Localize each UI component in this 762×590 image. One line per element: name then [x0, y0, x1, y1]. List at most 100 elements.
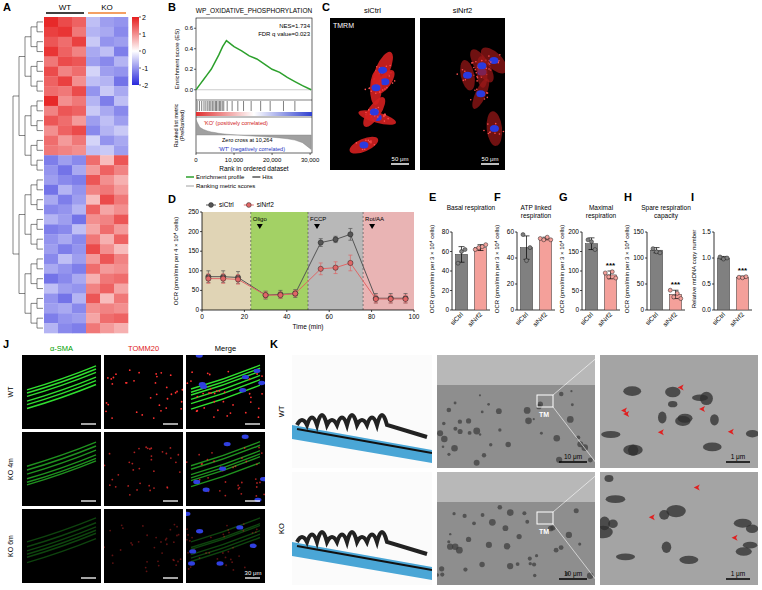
- dot: [146, 534, 148, 536]
- tick-label: 50: [637, 280, 645, 287]
- granule: [468, 431, 472, 435]
- fiber: [27, 381, 96, 405]
- dot: [230, 559, 232, 561]
- dot: [252, 532, 254, 534]
- tick: [286, 310, 287, 312]
- granule: [532, 562, 536, 566]
- granule: [507, 509, 514, 516]
- divider: [196, 117, 312, 118]
- tick: [196, 153, 197, 155]
- heat-cell: [72, 175, 86, 185]
- series-line: [208, 234, 405, 298]
- heat-cell: [72, 185, 86, 195]
- axis-title: OCR (pmol/min per 3 × 10⁴ cells): [494, 225, 500, 313]
- dot: [166, 486, 168, 488]
- point: [672, 295, 676, 299]
- point: [521, 233, 525, 237]
- dot: [126, 382, 128, 384]
- pigment: [297, 415, 427, 437]
- heat-cell: [114, 57, 128, 67]
- image-bg: [420, 18, 505, 170]
- legend-label: siNrf2: [257, 201, 274, 208]
- dot: [243, 530, 245, 532]
- cell: [485, 111, 504, 147]
- image-bg: [600, 355, 758, 468]
- nucleus: [250, 544, 257, 548]
- tick-label: 30,000: [301, 157, 320, 163]
- dot: [125, 382, 127, 384]
- heat-cell: [58, 264, 72, 274]
- granule: [489, 519, 496, 526]
- panel-letter: J: [3, 338, 9, 350]
- dot: [155, 382, 157, 384]
- dot: [190, 380, 192, 382]
- axis: [517, 232, 518, 310]
- heat-cell: [58, 136, 72, 146]
- annotation: 'WT' (negatively correlated): [218, 146, 285, 152]
- tick: [515, 284, 517, 285]
- phase-region: [202, 212, 251, 310]
- dot: [180, 558, 182, 560]
- dendrogram: [25, 195, 31, 235]
- hit: [294, 101, 295, 111]
- heat-cell: [72, 66, 86, 76]
- dot: [115, 486, 117, 488]
- heat-cell: [114, 323, 128, 333]
- dot: [209, 374, 211, 376]
- dot: [166, 387, 168, 389]
- heat-cell: [100, 244, 114, 254]
- mito: [499, 54, 501, 56]
- granule: [456, 547, 463, 554]
- axis: [202, 212, 203, 310]
- error-bar: [264, 292, 268, 298]
- fiber: [191, 525, 260, 549]
- tick: [645, 284, 647, 285]
- dot: [219, 390, 221, 392]
- dot: [138, 448, 140, 450]
- dendrogram: [37, 219, 43, 229]
- legend-swatch: [186, 176, 194, 178]
- heat-cell: [58, 185, 72, 195]
- heat-cell: [86, 323, 100, 333]
- dot: [227, 551, 229, 553]
- point: [278, 293, 283, 298]
- tick-label: 200: [568, 228, 579, 235]
- heat-cell: [44, 155, 58, 165]
- granule: [516, 562, 520, 566]
- tick-label: 200: [188, 228, 199, 235]
- heat-cell: [44, 106, 58, 116]
- dot: [175, 564, 177, 566]
- dot: [255, 495, 257, 497]
- tick: [310, 153, 311, 155]
- plot: [717, 255, 748, 310]
- mito: [471, 62, 473, 64]
- organelle: [623, 386, 641, 396]
- tick-label: 0: [575, 306, 579, 313]
- phase-region: [363, 212, 414, 310]
- image-bg: [186, 355, 265, 429]
- heat-cell: [86, 165, 100, 175]
- fiber: [27, 539, 96, 563]
- nucleus: [239, 388, 246, 392]
- heat-cell: [100, 145, 114, 155]
- title: WP_OXIDATIVE_PHOSPHORYLATION: [196, 7, 313, 15]
- granule: [517, 534, 522, 539]
- organelle: [746, 430, 758, 438]
- dot: [111, 479, 113, 481]
- zoom-line: [553, 472, 600, 512]
- nucleus: [258, 381, 265, 385]
- axis-title: Enrichment score (ES): [174, 29, 180, 89]
- point: [679, 297, 683, 301]
- tick: [450, 251, 452, 252]
- mito: [365, 139, 367, 141]
- heat-cell: [58, 96, 72, 106]
- mito: [462, 69, 464, 71]
- dot: [112, 562, 114, 564]
- axis-title: OCR (pmol/min per 3 × 10⁴ cells): [429, 225, 435, 313]
- heat-cell: [100, 57, 114, 67]
- dendrogram: [31, 66, 37, 86]
- heat-cell: [44, 294, 58, 304]
- micrograph: [330, 18, 415, 170]
- dot: [172, 559, 174, 561]
- heat-cell: [86, 126, 100, 136]
